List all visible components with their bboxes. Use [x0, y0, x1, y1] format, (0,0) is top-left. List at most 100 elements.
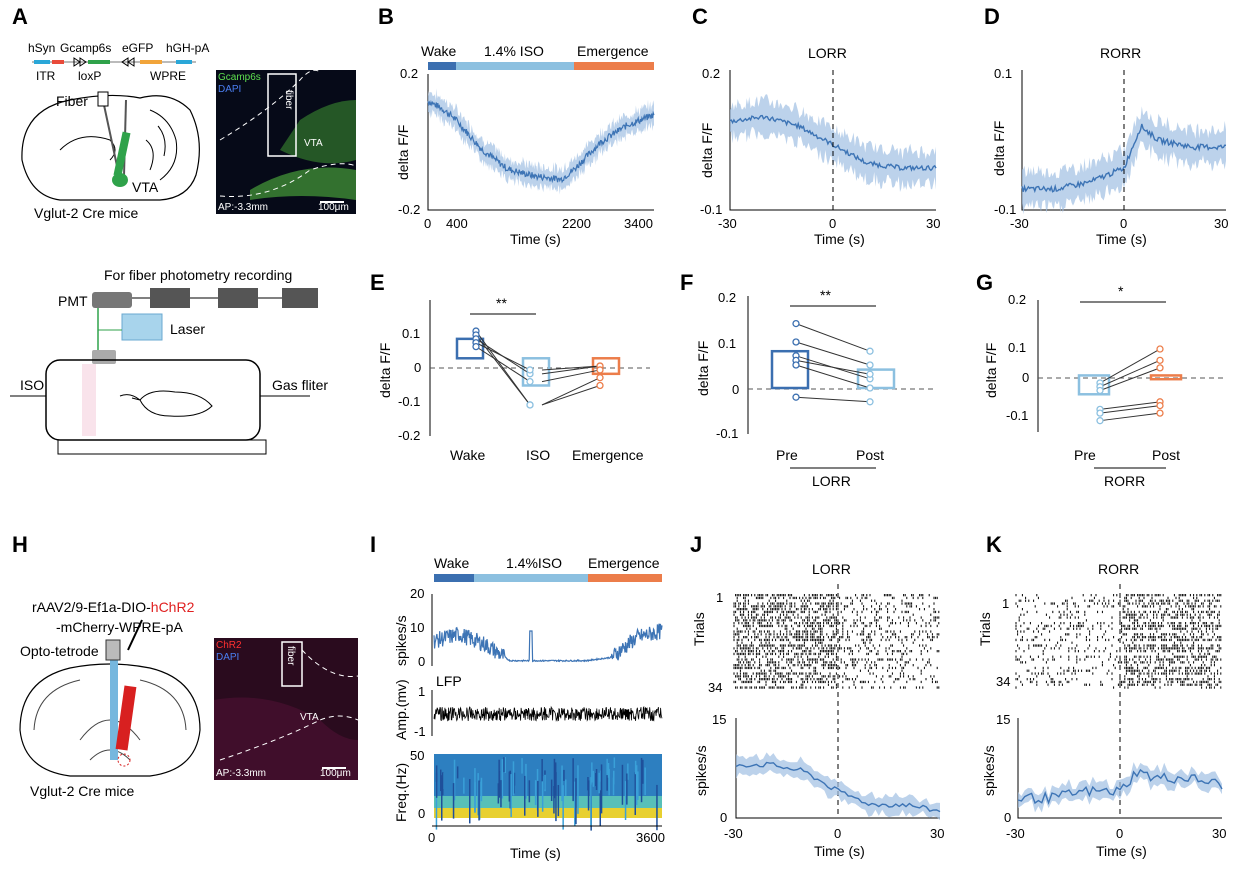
panel-label-f: F [680, 270, 693, 295]
ytick-j-0: 0 [720, 810, 727, 825]
bar-f-0 [770, 349, 810, 390]
pair-line [475, 334, 531, 406]
pair-line [541, 365, 601, 371]
freq-label-i: Freq.(Hz) [393, 763, 409, 822]
xtick-b-2200: 2200 [562, 216, 591, 231]
xtick-d-neg30: -30 [1010, 216, 1029, 231]
sig-mark-e: ** [496, 295, 507, 311]
bar-f-1 [856, 368, 896, 390]
cat-f-pre: Pre [776, 447, 798, 463]
bar-g-1 [1149, 374, 1183, 381]
pmt-label: PMT [58, 293, 88, 309]
sig-mark-f: ** [820, 287, 831, 303]
ytick-j-15: 15 [712, 712, 726, 727]
cat-f-post: Post [856, 447, 884, 463]
ytick-g-0.1: 0.1 [1008, 340, 1026, 355]
cat-g-post: Post [1152, 447, 1180, 463]
gas-filter-label: Gas fliter [272, 377, 328, 393]
spectrogram-stripe [541, 759, 543, 782]
ytick-e-neg0.2: -0.2 [398, 428, 420, 443]
spectrogram-stripe [456, 766, 459, 779]
ytick-f-0.1: 0.1 [718, 336, 736, 351]
spectrogram-stripe [501, 759, 504, 799]
spectrogram-stripe [644, 767, 646, 796]
title-c: LORR [808, 45, 847, 61]
chart-f: ** 0.2 0.1 0 -0.1 Pre Post LORR delta F/… [695, 287, 936, 489]
pair-line [475, 342, 531, 371]
spectrogram-stripe [524, 775, 526, 816]
xlabel-k: Time (s) [1096, 843, 1147, 859]
iso-bar-b [456, 62, 574, 70]
xlabel-j: Time (s) [814, 843, 865, 859]
ylabel-b: delta F/F [395, 125, 411, 180]
spectrogram-stripe [587, 780, 590, 811]
xtick-k-neg30: -30 [1006, 826, 1025, 841]
chart-j: LORR 1 34 Trials 15 0 spikes/s -30 0 30 … [691, 561, 944, 859]
data-point [792, 393, 800, 401]
spectrogram-stripe [435, 772, 438, 798]
panel-label-j: J [690, 532, 702, 557]
panel-label-c: C [692, 4, 708, 29]
spectrogram-stripe [500, 780, 502, 808]
ytick-b-bottom: -0.2 [398, 202, 420, 217]
panel-label-g: G [976, 270, 993, 295]
data-point [1096, 409, 1104, 417]
spectrogram-stripe [612, 777, 615, 796]
data-point [866, 384, 874, 392]
chart-d: RORR 0.1 -0.1 -30 0 30 Time (s) delta F/… [991, 45, 1228, 247]
dapi-label: DAPI [218, 84, 241, 95]
ytick-d-bottom: -0.1 [994, 202, 1016, 217]
spectrogram-stripe [477, 773, 479, 816]
xtick-b-0: 0 [424, 216, 431, 231]
panel-label-i: I [370, 532, 376, 557]
ylabel-d: delta F/F [991, 121, 1007, 176]
pair-line [541, 377, 601, 406]
spectrogram-stripe [553, 758, 556, 799]
spectrogram-stripe [504, 757, 506, 773]
spectrogram-stripe [613, 757, 616, 768]
ytick-c-top: 0.2 [702, 66, 720, 81]
spectrogram-stripe [441, 775, 443, 821]
wake-bar-b [428, 62, 456, 70]
xlabel-b: Time (s) [510, 231, 561, 247]
spectrogram-stripe [528, 780, 531, 803]
bar-g-0 [1077, 374, 1111, 396]
ylabel-c: delta F/F [699, 123, 715, 178]
data-point [1156, 345, 1164, 353]
title-d: RORR [1100, 45, 1141, 61]
spectrogram-stripe [508, 771, 511, 802]
xtick-k-0: 0 [1116, 826, 1123, 841]
spectrogram-stripe [440, 769, 442, 792]
laser-device [121, 313, 163, 341]
photometry-module-1 [150, 288, 190, 308]
mean-line-b [427, 99, 655, 184]
spectrogram-stripe [626, 773, 628, 805]
ytick-g-neg0.1: -0.1 [1006, 408, 1028, 423]
histology-ap-label: AP:-3.3mm [218, 202, 268, 213]
spectrogram-stripe [435, 781, 438, 830]
ytick-i-amp1: 1 [418, 684, 425, 699]
vta-target [112, 173, 128, 187]
mouse-label-h: Vglut-2 Cre mice [30, 783, 134, 799]
xtick-c-30: 30 [926, 216, 940, 231]
construct-gcamp6s: Gcamp6s [60, 41, 111, 55]
spectrogram-stripe [512, 761, 515, 796]
xtick-d-0: 0 [1120, 216, 1127, 231]
spectrogram-stripe [607, 763, 610, 778]
virus-part-1: rAAV2/9-Ef1a-DIO- [32, 599, 151, 615]
histology-h-ap-label: AP:-3.3mm [216, 768, 266, 779]
data-point [792, 361, 800, 369]
tetrode-label: Opto-tetrode [20, 643, 99, 659]
ytick-e-0.1: 0.1 [402, 326, 420, 341]
spectrogram-stripe [590, 777, 592, 826]
ytick-i-20: 20 [410, 586, 424, 601]
cat-e-wake: Wake [450, 447, 485, 463]
spectrogram-stripe [563, 769, 565, 781]
iso-label-b: 1.4% ISO [484, 43, 544, 59]
pair-line [541, 365, 601, 375]
spike-rate-line-i [433, 623, 663, 663]
ytick-d-top: 0.1 [994, 66, 1012, 81]
pmt-device [92, 292, 132, 308]
rate-line-k [1017, 768, 1223, 805]
chart-b: Wake 1.4% ISO Emergence 0.2 -0.2 0 400 2… [395, 43, 655, 247]
